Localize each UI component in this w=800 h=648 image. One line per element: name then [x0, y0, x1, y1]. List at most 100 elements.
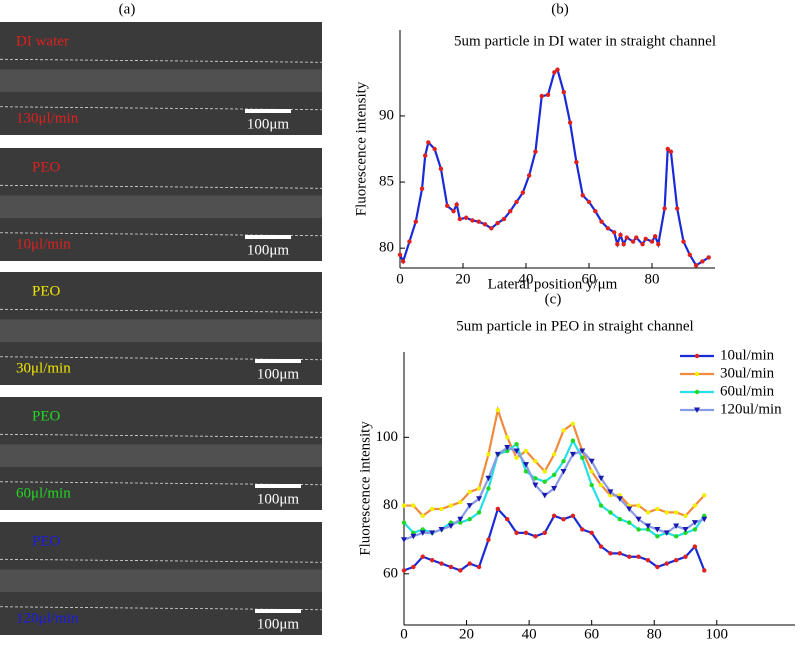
- marker: [486, 452, 491, 457]
- marker: [644, 523, 651, 530]
- marker: [514, 455, 519, 460]
- marker: [526, 173, 532, 178]
- y-tick-label: 80: [379, 240, 394, 256]
- marker: [626, 506, 633, 512]
- y-tick-label: 100: [376, 429, 399, 445]
- marker: [694, 371, 700, 377]
- channel-wall: [0, 184, 323, 189]
- marker: [624, 235, 629, 240]
- channel-wall: [0, 433, 323, 438]
- legend-label: 60ul/min: [720, 383, 775, 399]
- channel-wall: [0, 558, 323, 563]
- channel-wall: [0, 232, 323, 237]
- marker: [523, 469, 529, 474]
- marker: [608, 493, 613, 498]
- y-tick-label: 60: [383, 565, 398, 581]
- marker: [467, 561, 472, 566]
- marker: [476, 510, 482, 515]
- marker: [432, 146, 437, 152]
- marker: [608, 510, 613, 515]
- marker: [683, 513, 688, 518]
- flow-rate: 130μl/min: [16, 110, 79, 126]
- channel-wall: [0, 106, 323, 111]
- marker: [439, 561, 444, 566]
- marker: [447, 523, 454, 530]
- marker: [419, 530, 426, 536]
- marker: [438, 166, 444, 172]
- channel-wall: [0, 356, 323, 361]
- marker: [649, 239, 655, 244]
- scale-label: 100μm: [257, 491, 300, 507]
- marker: [561, 517, 566, 522]
- marker: [397, 252, 403, 257]
- marker: [504, 445, 511, 451]
- marker: [551, 452, 557, 457]
- marker: [655, 534, 660, 539]
- marker: [687, 252, 692, 257]
- marker: [694, 353, 700, 359]
- x-tick-label: 40: [522, 626, 537, 642]
- marker: [662, 206, 667, 211]
- marker: [532, 482, 539, 489]
- flow-band: [0, 319, 322, 343]
- marker: [579, 448, 586, 454]
- legend-label: 10ul/min: [720, 347, 775, 363]
- marker: [683, 554, 688, 559]
- marker: [673, 557, 679, 563]
- legend-label: 30ul/min: [720, 365, 775, 381]
- marker: [612, 230, 617, 235]
- marker: [645, 527, 651, 532]
- marker: [691, 520, 698, 526]
- channel-wall: [0, 606, 323, 611]
- marker: [458, 568, 463, 573]
- marker: [463, 215, 469, 220]
- series-line: [403, 446, 705, 541]
- y-tick-label: 85: [379, 173, 394, 189]
- marker: [682, 526, 689, 533]
- marker: [426, 140, 431, 145]
- marker: [618, 232, 623, 238]
- x-tick-label: 0: [396, 271, 404, 287]
- marker: [539, 93, 544, 99]
- panel-label: (a): [119, 1, 136, 17]
- marker: [514, 441, 519, 447]
- marker: [598, 482, 604, 488]
- marker: [458, 520, 463, 525]
- marker: [634, 235, 639, 240]
- marker: [476, 486, 482, 491]
- panel-label: (b): [551, 1, 569, 17]
- marker: [599, 219, 604, 224]
- marker: [692, 527, 698, 532]
- y-axis-label: Fluorescence intensity: [353, 81, 369, 216]
- marker: [664, 561, 669, 566]
- marker: [589, 469, 594, 474]
- marker: [561, 89, 566, 95]
- legend-label: 120ul/min: [720, 401, 782, 417]
- marker: [663, 530, 670, 536]
- channel-wall: [0, 308, 323, 313]
- marker: [656, 242, 661, 247]
- marker: [692, 544, 698, 549]
- marker: [482, 222, 488, 227]
- marker: [551, 486, 558, 492]
- marker: [654, 526, 661, 533]
- marker: [514, 530, 519, 536]
- marker: [636, 527, 641, 532]
- marker: [645, 557, 651, 563]
- marker: [580, 527, 585, 532]
- flow-rate: 10μl/min: [16, 236, 71, 252]
- marker: [673, 523, 680, 530]
- x-tick-label: 60: [584, 626, 599, 642]
- marker: [419, 186, 425, 191]
- marker: [561, 428, 566, 433]
- marker: [608, 551, 613, 556]
- series-line: [399, 67, 710, 267]
- marker: [621, 242, 626, 247]
- marker: [486, 537, 491, 542]
- marker: [702, 493, 707, 498]
- image-label: PEO: [32, 408, 61, 424]
- scale-label: 100μm: [257, 366, 300, 382]
- series-line: [404, 405, 706, 518]
- x-tick-label: 80: [647, 626, 662, 642]
- marker: [501, 216, 507, 222]
